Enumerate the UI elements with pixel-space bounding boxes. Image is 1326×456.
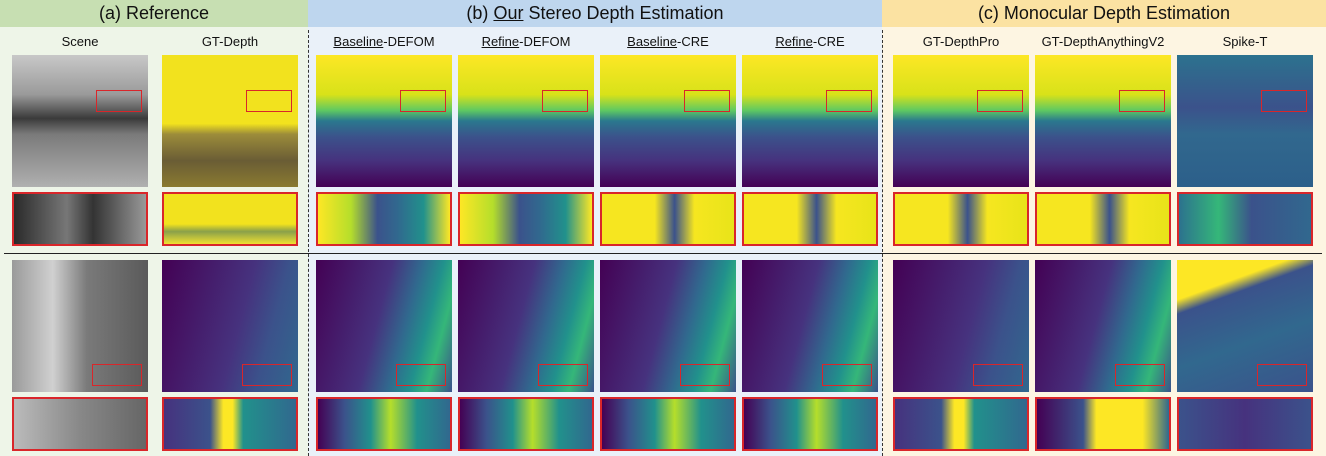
group-suffix: Stereo Depth Estimation — [528, 3, 723, 23]
column: GT-Depth — [162, 32, 298, 52]
zoom-crop — [1035, 397, 1171, 451]
image — [12, 260, 148, 392]
label-suffix: -CRE — [813, 34, 845, 49]
image — [1177, 55, 1313, 187]
zoom-crop — [316, 397, 452, 451]
group-header: (c) Monocular Depth Estimation — [882, 0, 1326, 27]
zoom-box — [977, 90, 1023, 112]
zoom-crop — [1177, 192, 1313, 246]
zoom-box — [973, 364, 1023, 386]
zoom-box — [822, 364, 872, 386]
zoom-box — [96, 90, 142, 112]
zoom-crop — [12, 397, 148, 451]
image — [893, 260, 1029, 392]
column: Baseline-DEFOM — [316, 32, 452, 52]
zoom-crop — [893, 192, 1029, 246]
column: GT-DepthAnythingV2 — [1035, 32, 1171, 52]
row-divider — [4, 253, 1322, 254]
image — [458, 55, 594, 187]
zoom-box — [826, 90, 872, 112]
column: Refine-CRE — [742, 32, 878, 52]
image — [316, 260, 452, 392]
image — [1177, 260, 1313, 392]
divider — [308, 30, 309, 456]
zoom-crop — [162, 192, 298, 246]
image — [600, 260, 736, 392]
zoom-crop — [12, 192, 148, 246]
zoom-box — [246, 90, 292, 112]
group-title: (a) Reference — [99, 3, 209, 23]
image — [162, 55, 298, 187]
column-label: Baseline-CRE — [600, 32, 736, 52]
column: Scene — [12, 32, 148, 52]
zoom-crop — [458, 397, 594, 451]
zoom-box — [92, 364, 142, 386]
column-label: GT-Depth — [162, 32, 298, 52]
column-label: Refine-DEFOM — [458, 32, 594, 52]
label-suffix: -CRE — [677, 34, 709, 49]
zoom-box — [684, 90, 730, 112]
zoom-crop — [742, 192, 878, 246]
image — [742, 55, 878, 187]
group-header: (a) Reference — [0, 0, 308, 27]
zoom-box — [1115, 364, 1165, 386]
group-header: (b) Our Stereo Depth Estimation — [308, 0, 882, 27]
zoom-crop — [1177, 397, 1313, 451]
image — [893, 55, 1029, 187]
zoom-box — [400, 90, 446, 112]
column-label: Refine-CRE — [742, 32, 878, 52]
image — [316, 55, 452, 187]
image — [458, 260, 594, 392]
image — [600, 55, 736, 187]
label-suffix: -DEFOM — [383, 34, 434, 49]
zoom-crop — [458, 192, 594, 246]
image — [742, 260, 878, 392]
column-label: Baseline-DEFOM — [316, 32, 452, 52]
zoom-box — [242, 364, 292, 386]
zoom-box — [542, 90, 588, 112]
zoom-box — [538, 364, 588, 386]
image — [12, 55, 148, 187]
column-label: GT-DepthAnythingV2 — [1035, 32, 1171, 52]
column: Baseline-CRE — [600, 32, 736, 52]
label-underlined: Refine — [775, 34, 813, 49]
zoom-crop — [893, 397, 1029, 451]
zoom-crop — [742, 397, 878, 451]
column: GT-DepthPro — [893, 32, 1029, 52]
label-underlined: Baseline — [627, 34, 677, 49]
zoom-crop — [600, 397, 736, 451]
figure: {"groups": [ {"title": "(a) Reference"},… — [0, 0, 1326, 456]
group-prefix: (b) — [466, 3, 488, 23]
label-underlined: Baseline — [333, 34, 383, 49]
column-label: Scene — [12, 32, 148, 52]
column: Refine-DEFOM — [458, 32, 594, 52]
divider — [882, 30, 883, 456]
zoom-box — [1261, 90, 1307, 112]
image — [1035, 260, 1171, 392]
zoom-box — [680, 364, 730, 386]
zoom-box — [396, 364, 446, 386]
zoom-box — [1119, 90, 1165, 112]
zoom-crop — [1035, 192, 1171, 246]
column-label: GT-DepthPro — [893, 32, 1029, 52]
label-underlined: Refine — [482, 34, 520, 49]
column: Spike-T — [1177, 32, 1313, 52]
image — [162, 260, 298, 392]
column-label: Spike-T — [1177, 32, 1313, 52]
zoom-crop — [600, 192, 736, 246]
zoom-box — [1257, 364, 1307, 386]
image — [1035, 55, 1171, 187]
group-underlined: Our — [493, 3, 523, 23]
label-suffix: -DEFOM — [519, 34, 570, 49]
zoom-crop — [316, 192, 452, 246]
group-title: (c) Monocular Depth Estimation — [978, 3, 1230, 23]
zoom-crop — [162, 397, 298, 451]
